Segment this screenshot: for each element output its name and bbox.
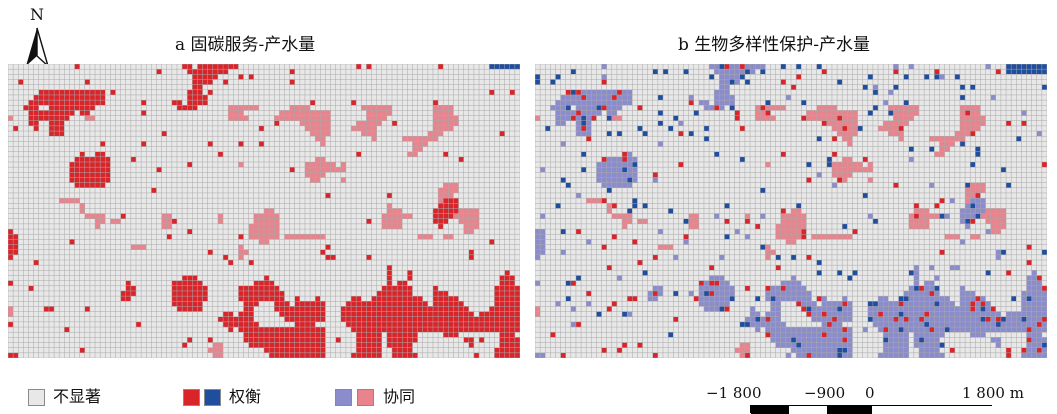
scale-tick-label: −1 800 <box>706 384 762 402</box>
legend-swatch-tradeoff-blue <box>204 389 221 406</box>
scale-tick-label: 1 800 m <box>962 384 1024 402</box>
legend-label-synergy: 协同 <box>383 387 416 406</box>
legend-label-tradeoff: 权衡 <box>229 387 262 406</box>
panel-b-title: b 生物多样性保护-产水量 <box>678 35 871 55</box>
north-label: N <box>30 5 44 24</box>
panel-a-title: a 固碳服务-产水量 <box>175 35 316 55</box>
map-panel-a <box>8 64 520 358</box>
scale-bar-graphic <box>750 405 992 414</box>
legend-swatch-tradeoff-red <box>183 389 200 406</box>
scale-tick-label: 0 <box>865 384 875 402</box>
legend-swatch-not-significant <box>28 389 45 406</box>
legend-swatch-synergy-pink <box>357 389 374 406</box>
scale-segment <box>789 406 827 414</box>
north-arrow: N <box>22 6 52 68</box>
scale-bar: −1 800 −900 0 1 800 m <box>700 384 1024 414</box>
scale-tick-label: −900 <box>804 384 846 402</box>
legend-label-not-significant: 不显著 <box>53 387 102 406</box>
legend-swatch-synergy-purple <box>335 389 352 406</box>
scale-segment <box>827 406 872 414</box>
north-arrow-icon <box>26 27 50 68</box>
map-panel-b <box>535 64 1047 358</box>
scale-segment <box>872 406 992 414</box>
scale-segment <box>751 406 789 414</box>
